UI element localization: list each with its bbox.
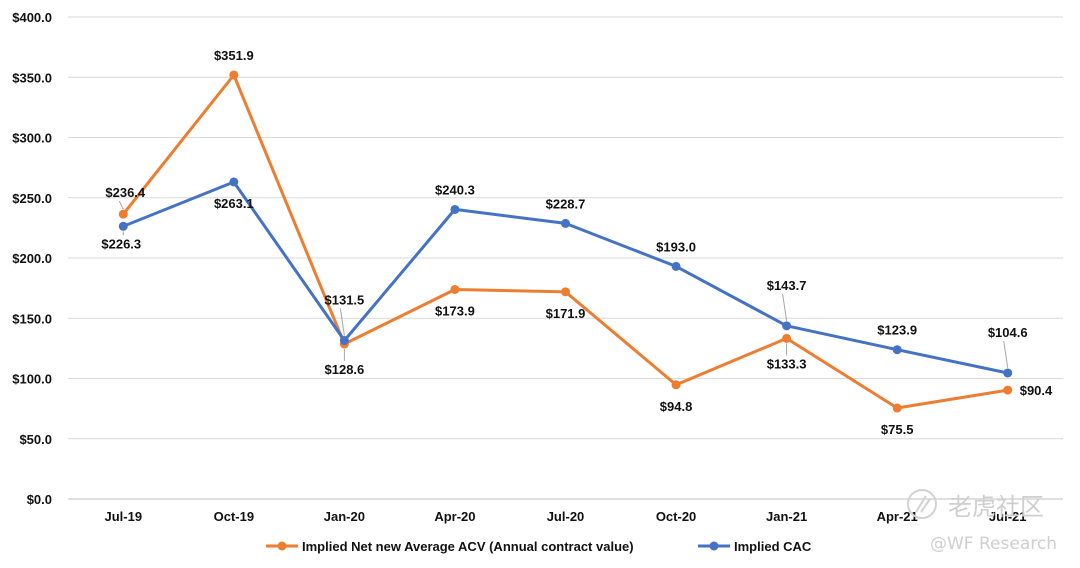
data-point-cac	[118, 221, 128, 231]
data-point-acv	[782, 333, 792, 343]
x-tick-label: Apr-21	[877, 509, 918, 524]
data-point-acv	[892, 403, 902, 413]
data-label-cac: $123.9	[877, 323, 917, 338]
legend-cac-label: Implied CAC	[734, 539, 812, 554]
data-label-cac: $104.6	[988, 325, 1028, 340]
x-tick-label: Oct-19	[214, 509, 254, 524]
y-tick-label: $200.0	[12, 251, 52, 266]
data-label-cac: $193.0	[656, 239, 696, 254]
x-tick-label: Jul-19	[104, 509, 142, 524]
watermark-brand: 老虎社区	[948, 493, 1044, 521]
data-label-acv: $75.5	[881, 422, 914, 437]
data-label-acv: $90.4	[1020, 383, 1053, 398]
data-point-acv	[118, 209, 128, 219]
x-tick-label: Jan-21	[766, 509, 807, 524]
data-label-leader	[1003, 340, 1009, 369]
data-label-acv: $351.9	[214, 48, 254, 63]
data-point-cac	[339, 336, 349, 346]
y-tick-label: $400.0	[12, 10, 52, 25]
data-label-leader	[339, 308, 345, 336]
x-tick-label: Jul-20	[547, 509, 585, 524]
data-point-cac	[671, 261, 681, 271]
series-group	[118, 70, 1013, 413]
x-tick-label: Apr-20	[434, 509, 475, 524]
legend-acv-label: Implied Net new Average ACV (Annual cont…	[302, 539, 634, 554]
data-label-cac: $228.7	[546, 196, 586, 211]
data-label-leader	[782, 293, 788, 321]
gridlines	[68, 16, 1063, 500]
y-tick-label: $150.0	[12, 311, 52, 326]
legend-item-acv: Implied Net new Average ACV (Annual cont…	[266, 539, 634, 554]
legend-acv-marker	[277, 541, 287, 551]
data-point-cac	[561, 218, 570, 228]
series-line-acv	[121, 73, 1010, 410]
data-point-cac	[782, 321, 792, 331]
data-label-acv: $94.8	[660, 399, 693, 414]
data-label-acv: $133.3	[767, 356, 807, 371]
x-tick-label: Jan-20	[324, 509, 365, 524]
y-tick-label: $350.0	[12, 70, 52, 85]
y-tick-label: $100.0	[12, 372, 52, 387]
y-tick-label: $50.0	[19, 432, 52, 447]
data-label-cac: $263.1	[214, 196, 254, 211]
data-point-acv	[450, 284, 460, 294]
data-point-acv	[671, 380, 681, 390]
legend-item-cac: Implied CAC	[698, 539, 812, 554]
data-labels: $236.4 $351.9 $128.6 $173.9 $171.9 $94.8 $133.…	[101, 48, 1053, 437]
x-tick-label: Jul-21	[989, 509, 1027, 524]
y-tick-label: $300.0	[12, 131, 52, 146]
data-point-acv	[561, 287, 570, 297]
y-tick-label: $0.0	[27, 492, 52, 507]
watermark-logo-icon	[907, 489, 937, 519]
y-tick-label: $250.0	[12, 191, 52, 206]
data-label-cac: $131.5	[325, 293, 365, 308]
data-point-cac	[450, 204, 460, 214]
data-point-cac	[892, 345, 902, 355]
data-point-cac	[229, 177, 239, 187]
legend: Implied Net new Average ACV (Annual cont…	[266, 539, 812, 554]
y-axis: $0.0 $50.0 $100.0 $150.0 $200.0 $250.0 $300.0 $…	[12, 10, 52, 507]
data-label-acv: $128.6	[325, 362, 365, 377]
data-label-cac: $226.3	[101, 236, 141, 251]
data-label-leader	[118, 200, 124, 210]
watermark-logo-stroke	[915, 495, 931, 513]
data-label-cac: $240.3	[435, 182, 475, 197]
legend-cac-marker	[709, 541, 719, 551]
watermark: 老虎社区 @WF Research	[907, 489, 1057, 554]
watermark-handle: @WF Research	[930, 534, 1057, 554]
data-point-cac	[1003, 368, 1013, 378]
data-point-acv	[1003, 385, 1013, 395]
x-axis: Jul-19 Oct-19 Jan-20 Apr-20 Jul-20 Oct-20 Jan-…	[104, 509, 1026, 524]
data-label-acv: $171.9	[546, 306, 586, 321]
x-tick-label: Oct-20	[656, 509, 696, 524]
data-label-acv: $173.9	[435, 303, 475, 318]
data-label-acv: $236.4	[105, 185, 146, 200]
data-label-cac: $143.7	[767, 278, 807, 293]
data-point-acv	[229, 70, 239, 80]
